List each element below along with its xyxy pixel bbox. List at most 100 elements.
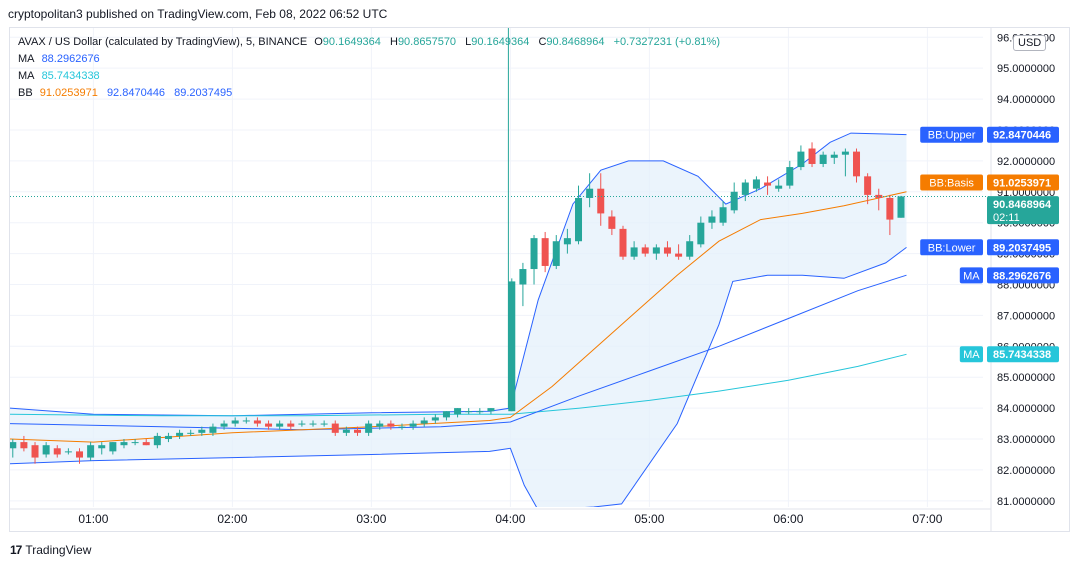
- candle-body: [287, 423, 295, 427]
- x-tick-label: 05:00: [634, 512, 664, 526]
- candle-body: [663, 247, 671, 254]
- candle-body: [276, 423, 284, 427]
- axis-tag-label: BB:Lower: [928, 242, 976, 254]
- y-tick-label: 81.0000000: [997, 496, 1055, 508]
- candle-body: [586, 188, 594, 198]
- candle-body: [87, 445, 95, 458]
- candle-body: [176, 432, 184, 436]
- ma1-label: MA: [18, 53, 35, 65]
- candle-body: [853, 151, 861, 177]
- candle-body: [708, 216, 716, 223]
- ma2-label: MA: [18, 70, 35, 82]
- ma2-line: [10, 353, 907, 417]
- candle-body: [365, 423, 373, 433]
- candle-body: [131, 442, 139, 444]
- candle-body: [630, 247, 638, 257]
- y-tick-label: 82.0000000: [997, 465, 1055, 477]
- footer-brand[interactable]: 17 TradingView: [10, 543, 91, 557]
- axis-tag-label: MA: [963, 270, 980, 282]
- candle-body: [530, 238, 538, 270]
- ma1-row[interactable]: MA 88.2962676: [18, 51, 726, 68]
- close-value: 90.8468964: [546, 36, 605, 48]
- bb-lower-value: 89.2037495: [174, 87, 233, 99]
- candle-body: [253, 420, 261, 424]
- candle-body: [164, 435, 172, 440]
- candle-body: [730, 191, 738, 211]
- candle-body: [697, 222, 705, 245]
- axis-tag-value: 85.7434338: [993, 349, 1051, 361]
- candle-body: [519, 269, 527, 285]
- candle-body: [864, 176, 872, 195]
- axis-tag-label-bg: [920, 174, 983, 191]
- candle-body: [398, 426, 406, 428]
- candle-body: [20, 442, 28, 449]
- y-tick-label: 87.0000000: [997, 310, 1055, 322]
- candle-body: [487, 408, 495, 412]
- currency-button[interactable]: USD: [1013, 35, 1047, 51]
- axis-tag-label-bg: [920, 126, 983, 143]
- candle-body: [752, 179, 760, 189]
- candle-body: [619, 228, 627, 257]
- axis-tag-value-bg: [987, 126, 1059, 143]
- bb-label: BB: [18, 87, 33, 99]
- candle-body: [819, 154, 827, 164]
- plot-layer: [10, 132, 907, 507]
- symbol-title[interactable]: AVAX / US Dollar (calculated by TradingV…: [18, 36, 308, 48]
- candle-body: [563, 238, 571, 245]
- axis-tag-value: 91.0253971: [993, 178, 1051, 190]
- low-value: 90.1649364: [471, 36, 530, 48]
- axis-tag-value: 89.2037495: [993, 242, 1051, 254]
- candle-body: [53, 448, 61, 455]
- axis-tag-label: MA: [963, 349, 980, 361]
- axis-tag-value-bg: [987, 239, 1059, 256]
- candle-body: [42, 445, 50, 455]
- bb-upper-line: [10, 132, 907, 417]
- candle-body: [597, 188, 605, 214]
- bb-row[interactable]: BB 91.0253971 92.8470446 89.2037495: [18, 85, 726, 102]
- axis-tag-value-bg: [987, 174, 1059, 191]
- candle-body: [120, 442, 128, 446]
- close-label: C: [538, 36, 547, 48]
- ma2-row[interactable]: MA 85.7434338: [18, 68, 726, 85]
- axis-tag-label-bg: [959, 267, 983, 284]
- y-tick-label: 92.0000000: [997, 156, 1055, 168]
- chart-frame[interactable]: [9, 27, 1070, 532]
- x-tick-label: 03:00: [356, 512, 386, 526]
- candle-body: [508, 281, 516, 412]
- candle-body: [465, 411, 473, 413]
- bb-basis-line: [10, 191, 907, 443]
- candle-body: [298, 423, 306, 425]
- candle-body: [808, 148, 816, 164]
- x-tick-label: 07:00: [912, 512, 942, 526]
- candle-body: [741, 182, 749, 195]
- candle-body: [31, 445, 39, 458]
- candle-body: [420, 420, 428, 424]
- high-label: H: [389, 36, 398, 48]
- candle-body: [64, 451, 72, 453]
- symbol-row: AVAX / US Dollar (calculated by TradingV…: [18, 34, 726, 51]
- axis-tag-value-bg: [987, 196, 1059, 225]
- axis-tag-value: 90.8468964: [993, 199, 1052, 211]
- x-tick-label: 02:00: [217, 512, 247, 526]
- axis-tag-value-bg: [987, 267, 1059, 284]
- ma2-value: 85.7434338: [41, 70, 100, 82]
- candle-body: [98, 445, 106, 449]
- open-label: O: [314, 36, 323, 48]
- y-tick-label: 83.0000000: [997, 434, 1055, 446]
- candle-body: [209, 426, 217, 433]
- x-tick-label: 01:00: [78, 512, 108, 526]
- candle-body: [309, 423, 317, 425]
- y-tick-label: 94.0000000: [997, 94, 1055, 106]
- candle-body: [608, 216, 616, 229]
- y-tick-label: 95.0000000: [997, 63, 1055, 75]
- candle-body: [719, 207, 727, 223]
- open-value: 90.1649364: [322, 36, 381, 48]
- candle-body: [187, 432, 195, 434]
- candle-body: [10, 442, 17, 449]
- chart-legend: AVAX / US Dollar (calculated by TradingV…: [18, 34, 726, 102]
- axis-tag-value: 92.8470446: [993, 130, 1051, 142]
- candle-body: [541, 238, 549, 266]
- candle-body: [841, 151, 849, 155]
- candle-body: [454, 408, 462, 415]
